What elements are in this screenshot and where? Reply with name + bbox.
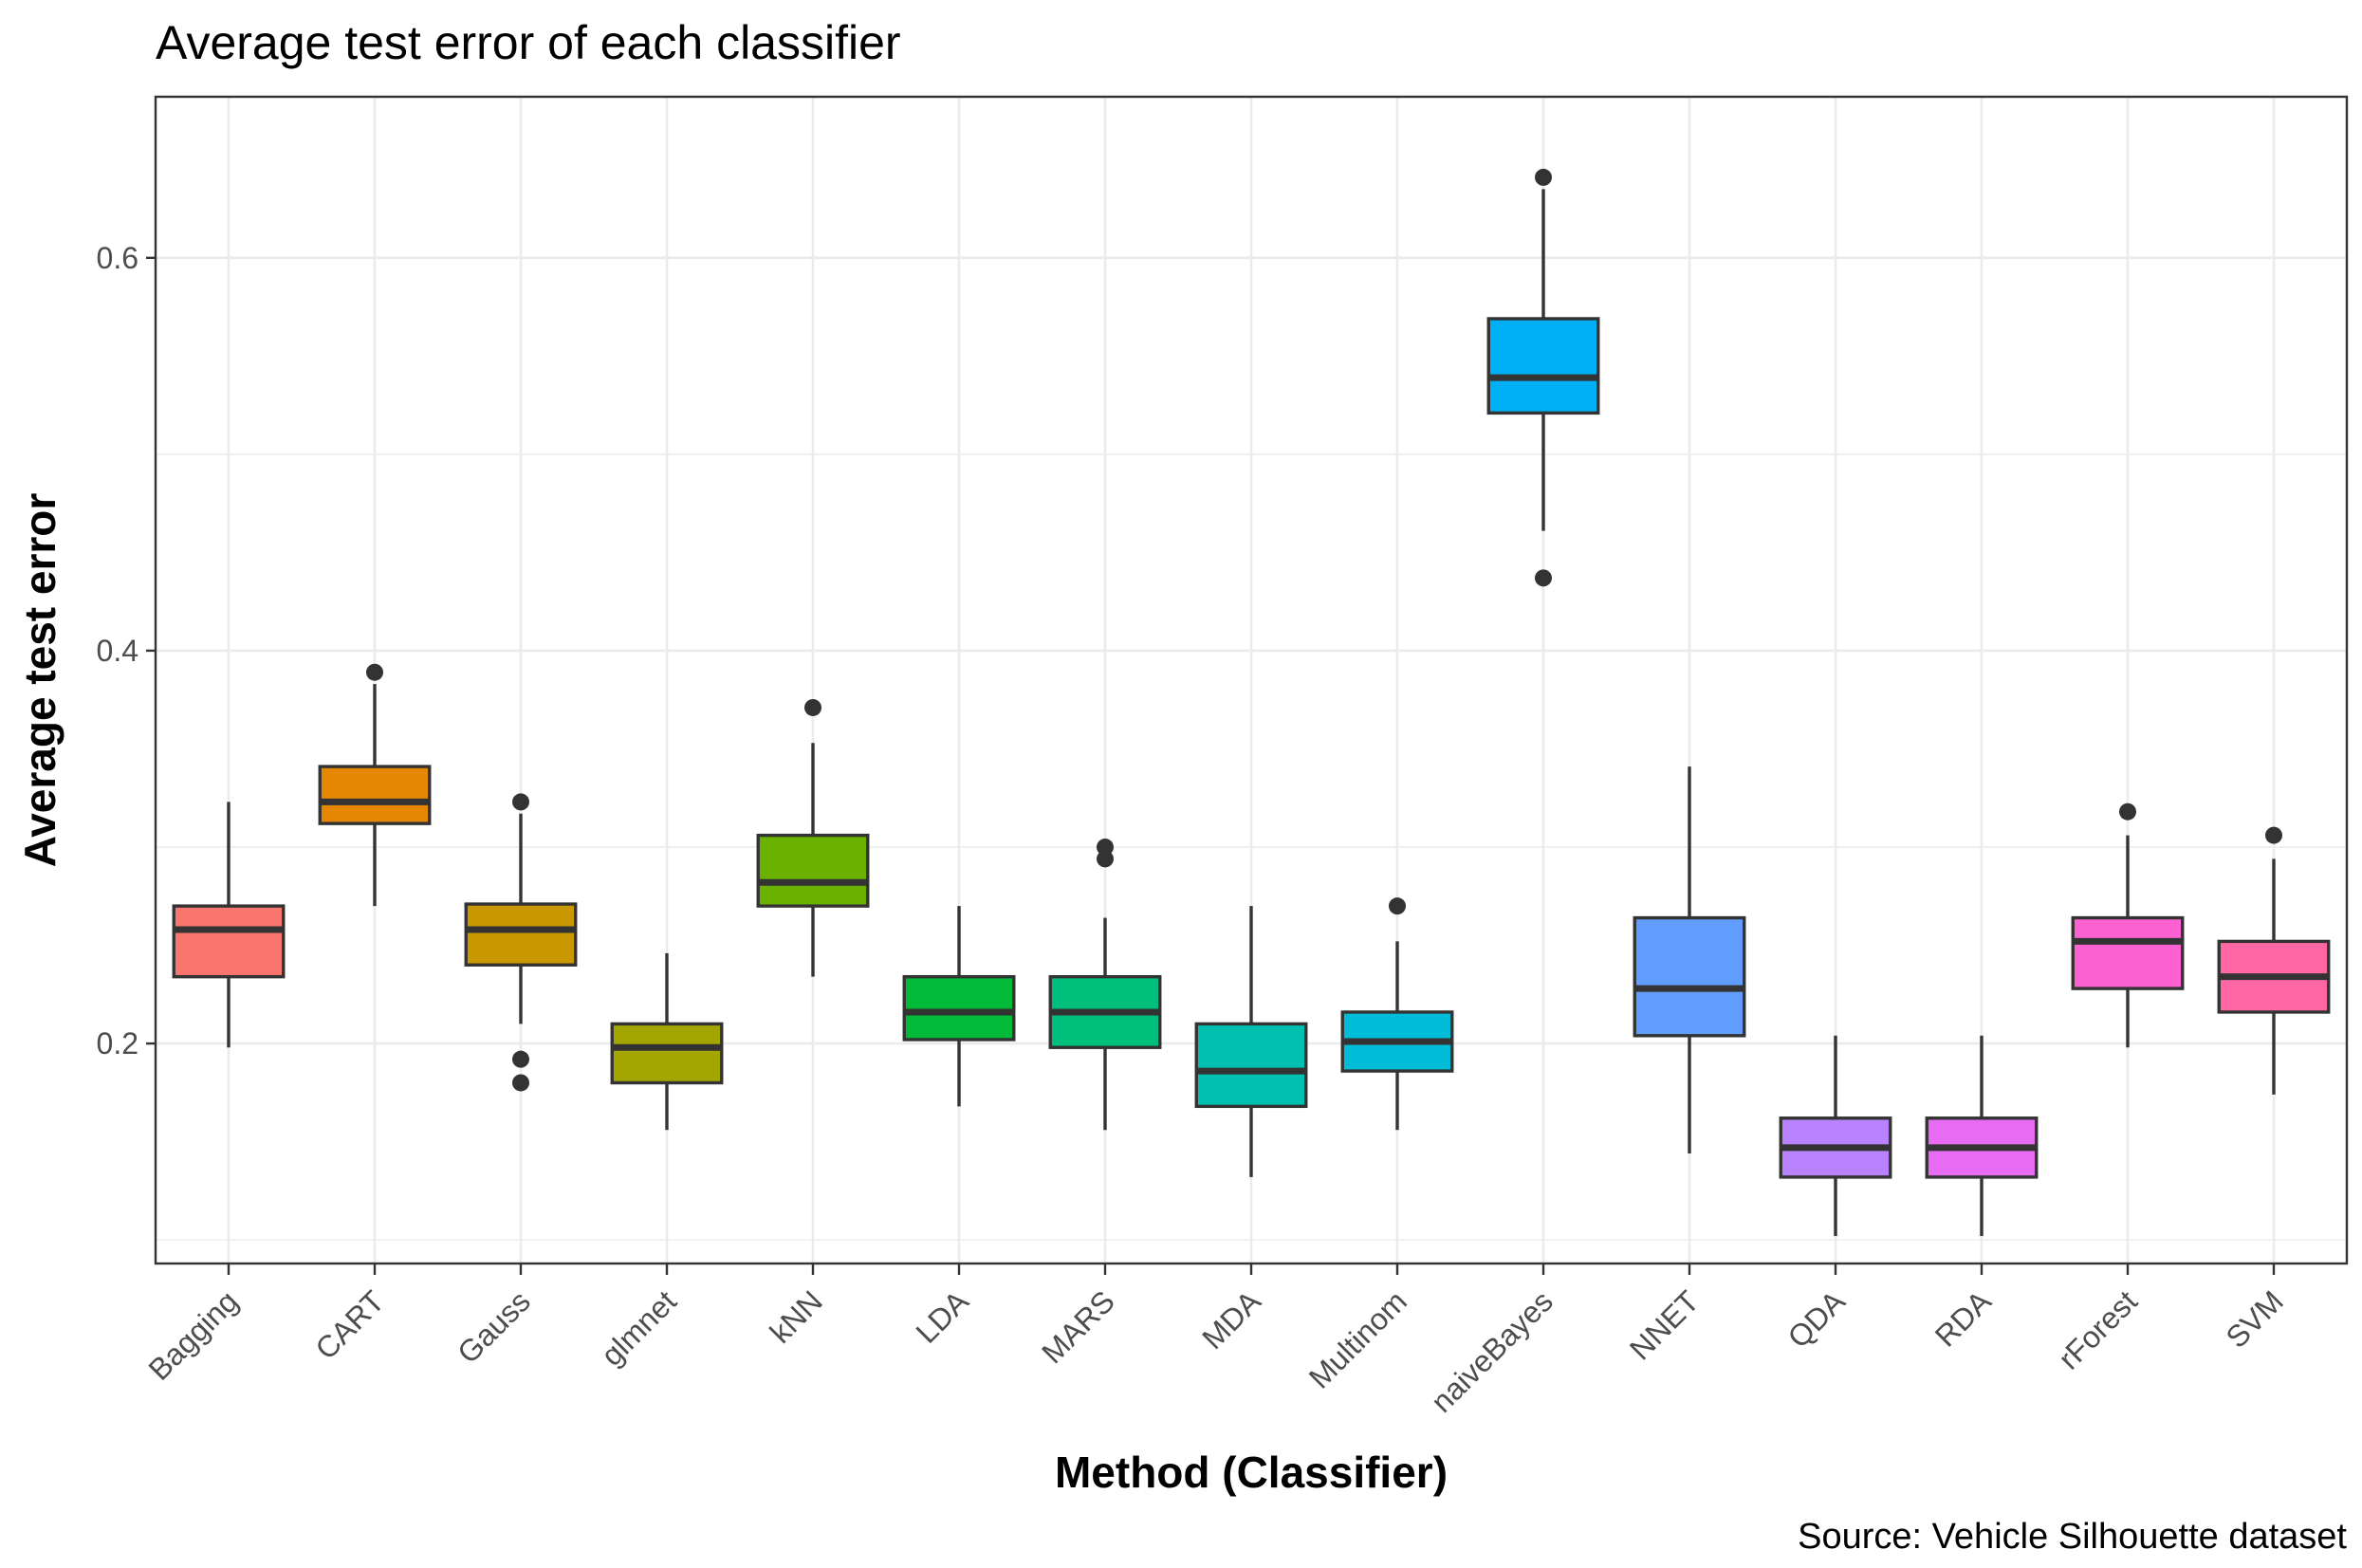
box-Gauss [464,793,578,1092]
y-tick-label-2: 0.6 [97,241,138,275]
box-iqr [318,765,432,825]
box-iqr [1633,915,1746,1038]
box-iqr [1486,317,1600,415]
box-rForest [2071,802,2185,1048]
outlier-point-2 [512,1074,529,1092]
box-SVM [2217,826,2331,1095]
box-Multinom [1340,897,1454,1131]
outlier-point-0 [2265,826,2282,844]
y-axis-title: Average test error [15,493,65,868]
y-axis: 0.2 0.4 0.6 [97,241,156,1061]
outlier-point-0 [1389,897,1406,915]
box-iqr [1194,1022,1308,1109]
box-LDA [902,906,1016,1107]
box-kNN [756,698,870,977]
box-RDA [1925,1035,2039,1237]
box-CART [318,663,432,907]
box-iqr [172,904,286,979]
outlier-point-0 [1097,839,1114,857]
y-tick-label-1: 0.4 [97,634,138,668]
outlier-point-1 [1535,569,1552,587]
outlier-point-0 [804,698,821,716]
box-NNET [1633,766,1746,1154]
chart-title: Average test error of each classifier [156,16,901,69]
chart-caption: Source: Vehicle Silhouette dataset [1798,1517,2347,1557]
y-tick-label-0: 0.2 [97,1026,138,1061]
box-QDA [1779,1035,1892,1237]
box-MARS [1048,839,1162,1131]
box-glmnet [610,952,724,1131]
box-iqr [464,902,578,967]
box-iqr [902,974,1016,1042]
outlier-point-1 [1097,850,1114,868]
x-axis-title: Method (Classifier) [1055,1448,1448,1497]
outlier-point-0 [1535,168,1552,186]
box-iqr [756,833,870,908]
box-iqr [2071,915,2185,990]
box-iqr [610,1022,724,1085]
outlier-point-1 [512,1050,529,1068]
box-series [172,168,2331,1237]
box-Bagging [172,802,286,1048]
outlier-point-0 [512,793,529,811]
outlier-point-0 [366,663,383,681]
box-MDA [1194,906,1308,1177]
box-naiveBayes [1486,168,1600,587]
outlier-point-0 [2119,802,2136,821]
